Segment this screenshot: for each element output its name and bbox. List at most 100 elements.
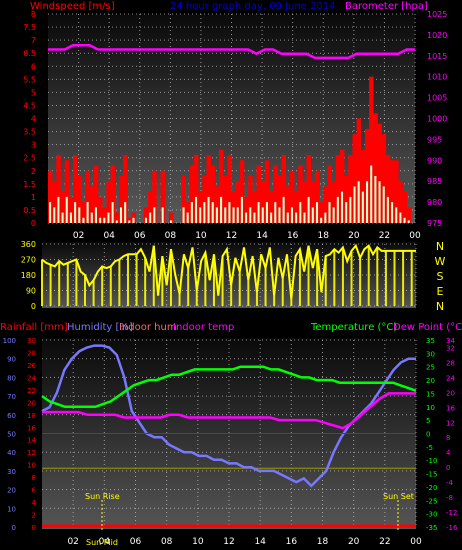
sun-set-label: Sun Set xyxy=(383,492,414,501)
dir-y-tick-label: 90 xyxy=(26,287,36,296)
dew-point-title: Dew Point (°C) xyxy=(393,322,462,333)
wind-gust-bar xyxy=(303,212,306,223)
wind-gust-bar xyxy=(240,196,243,223)
humidity-tick-label: 90 xyxy=(7,356,16,364)
temp-x-tick-label: 16 xyxy=(286,537,298,547)
wind-speed-bar xyxy=(168,212,174,223)
humidity-tick-label: 30 xyxy=(7,468,16,476)
baro-y-tick-label: 990 xyxy=(427,156,442,165)
rain-tick-label: 12 xyxy=(27,449,36,457)
wind-gust-bar xyxy=(391,202,394,223)
wind-gust-bar xyxy=(195,196,198,223)
wind-y-tick-label: 5 xyxy=(31,88,36,97)
compass-label: N xyxy=(436,300,444,313)
temp-x-tick-label: 12 xyxy=(223,537,234,547)
wind-y-tick-label: 7 xyxy=(31,36,36,45)
wind-gust-bar xyxy=(315,202,319,223)
wind-gust-bar xyxy=(299,202,302,223)
wind-gust-bar xyxy=(215,207,218,223)
wind-gust-bar xyxy=(132,217,135,223)
temp-tick-label: 5 xyxy=(426,417,430,425)
dew-tick-label: 16 xyxy=(446,404,455,412)
compass-label: S xyxy=(437,270,444,283)
temp-tick-label: 0 xyxy=(426,431,430,439)
wind-gust-bar xyxy=(399,212,402,223)
wind-gust-bar xyxy=(361,191,364,223)
wind-gust-bar xyxy=(270,212,273,223)
dew-tick-label: 20 xyxy=(446,389,455,397)
wind-direction-bar xyxy=(187,268,190,306)
wind-speed-bar xyxy=(394,160,399,223)
wind-speed-bar xyxy=(302,181,307,223)
wind-y-tick-label: 3 xyxy=(31,141,36,150)
dew-tick-label: 28 xyxy=(446,359,455,367)
wind-gust-bar xyxy=(224,207,227,223)
dew-tick-label: 24 xyxy=(446,374,455,382)
wind-speed-bar xyxy=(348,155,353,223)
dew-tick-label: -16 xyxy=(446,524,458,532)
rain-tick-label: 10 xyxy=(27,462,36,470)
wind-speed-bar xyxy=(244,196,249,223)
wind-speed-bar xyxy=(339,149,345,223)
wind-direction-bar xyxy=(273,295,276,306)
baro-y-tick-label: 985 xyxy=(427,177,442,186)
wind-speed-bar xyxy=(248,175,253,223)
temp-tick-label: 35 xyxy=(426,337,435,345)
wind-gust-bar xyxy=(161,207,164,223)
wind-direction-bar xyxy=(410,250,413,306)
wind-direction-bar xyxy=(152,245,155,306)
wind-speed-bar xyxy=(314,170,320,223)
temp-x-tick-label: 10 xyxy=(192,537,204,547)
wind-gust-bar xyxy=(403,217,406,223)
wind-direction-bar xyxy=(126,254,129,306)
wind-speed-bar xyxy=(398,181,403,223)
wind-gust-bar xyxy=(61,212,64,223)
wind-direction-bar xyxy=(316,249,319,306)
dew-tick-label: -4 xyxy=(446,479,454,487)
temp-x-tick-label: 14 xyxy=(254,537,266,547)
wind-direction-line xyxy=(41,243,416,300)
wind-gust-bar xyxy=(86,202,89,223)
dew-tick-label: 32 xyxy=(446,344,455,352)
wind-direction-bar xyxy=(255,292,258,306)
wind-y-tick-label: 0.5 xyxy=(23,206,36,215)
rain-tick-label: 2 xyxy=(32,512,36,520)
wind-speed-bar xyxy=(160,170,166,223)
temp-x-tick-label: 08 xyxy=(161,537,173,547)
wind-gust-bar xyxy=(207,196,210,223)
wind-gust-bar xyxy=(232,207,235,223)
rain-tick-label: 24 xyxy=(27,374,36,382)
wind-speed-bar xyxy=(93,165,99,223)
wind-gust-bar xyxy=(328,202,331,223)
wind-gust-bar xyxy=(395,207,398,223)
rainfall-title: Rainfall [mm] xyxy=(0,322,68,333)
wind-direction-bar xyxy=(402,250,405,306)
temp-tick-label: -30 xyxy=(426,511,437,519)
dir-y-tick-label: 0 xyxy=(31,302,36,311)
rain-tick-label: 16 xyxy=(27,424,36,432)
wind-speed-bar xyxy=(106,181,111,223)
wind-speed-bar xyxy=(60,191,65,223)
wind-speed-bar xyxy=(344,175,349,223)
temp-x-tick-label: 20 xyxy=(348,537,360,547)
wind-y-tick-label: 3.5 xyxy=(23,128,36,137)
wind-gust-bar xyxy=(69,212,72,223)
wind-gust-bar xyxy=(320,217,323,223)
wind-gust-bar xyxy=(374,175,377,223)
baro-y-tick-label: 975 xyxy=(427,219,442,228)
wind-speed-bar xyxy=(85,170,91,223)
wind-gust-bar xyxy=(203,202,206,223)
windspeed-title: Windspeed [m/s] xyxy=(30,1,115,12)
wind-speed-bar xyxy=(385,155,391,223)
wind-x-tick-label: 14 xyxy=(256,231,268,241)
humidity-tick-label: 40 xyxy=(7,449,16,457)
wind-speed-bar xyxy=(306,155,312,223)
wind-gust-bar xyxy=(257,202,260,223)
wind-direction-bar xyxy=(118,259,121,306)
wind-speed-bar xyxy=(210,165,216,223)
wind-gust-bar xyxy=(115,220,118,223)
dew-tick-label: -8 xyxy=(446,494,453,502)
wind-speed-bar xyxy=(152,170,157,223)
wind-gust-bar xyxy=(370,165,373,223)
